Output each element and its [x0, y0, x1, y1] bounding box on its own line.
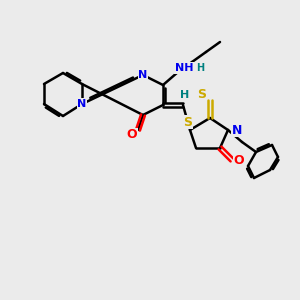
Text: O: O [234, 154, 244, 166]
Text: S: S [184, 116, 193, 128]
Text: N: N [77, 99, 87, 109]
Text: O: O [127, 128, 137, 142]
Text: NH: NH [175, 63, 193, 73]
Text: N: N [232, 124, 242, 136]
Text: H: H [180, 90, 190, 100]
Text: S: S [197, 88, 206, 101]
Text: N: N [138, 70, 148, 80]
Text: H: H [196, 63, 204, 73]
